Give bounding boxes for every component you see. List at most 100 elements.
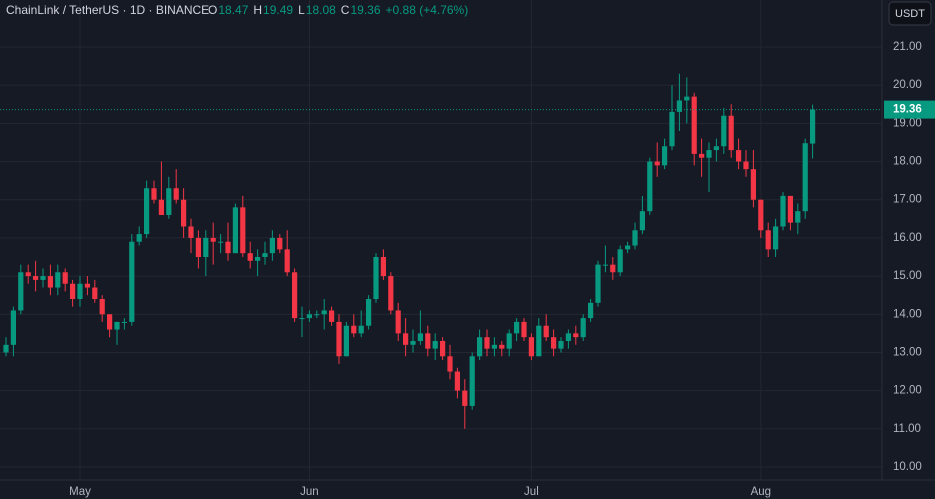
candle-body — [403, 333, 409, 345]
candle-body — [617, 249, 623, 273]
y-tick-label: 12.00 — [893, 385, 922, 397]
currency-button[interactable] — [888, 1, 932, 26]
candle-body — [795, 211, 801, 223]
candle-body — [662, 146, 668, 166]
candle-body — [773, 226, 779, 250]
candle-body — [691, 96, 697, 154]
ohlc-value: 18.47 — [218, 3, 248, 17]
candle-body — [639, 211, 645, 231]
y-tick-label: 16.00 — [893, 232, 922, 244]
candle-body — [565, 333, 571, 342]
ohlc-value: 19.36 — [350, 3, 380, 17]
candle-body — [181, 199, 187, 227]
candle-body — [77, 283, 83, 299]
ohlc-label: H — [253, 3, 262, 17]
candle-body — [321, 310, 327, 315]
candle-body — [210, 237, 216, 242]
candle-body — [40, 276, 46, 280]
candle-body — [151, 188, 157, 200]
candle-body — [787, 195, 793, 223]
currency-label[interactable]: USDT — [895, 8, 925, 20]
candle-body — [432, 341, 438, 349]
candle-body — [728, 115, 734, 151]
y-tick-label: 15.00 — [893, 270, 922, 282]
candle-body — [166, 188, 172, 215]
y-tick-label: 11.00 — [893, 423, 921, 435]
candle-body — [47, 276, 53, 288]
candle-body — [366, 298, 372, 326]
candle-body — [447, 356, 453, 372]
candle-body — [610, 264, 616, 273]
candle-body — [454, 371, 460, 391]
candle-body — [247, 253, 253, 261]
candle-body — [669, 111, 675, 147]
ohlc-value: 18.08 — [306, 3, 336, 17]
ohlc-value: 19.49 — [263, 3, 293, 17]
y-tick-label: 14.00 — [893, 308, 922, 320]
candle-body — [188, 226, 194, 238]
candle-body — [551, 337, 557, 349]
candle-body — [380, 256, 386, 277]
candle-body — [802, 143, 808, 212]
candle-body — [158, 199, 164, 215]
candle-body — [506, 333, 512, 349]
symbol: ChainLink / TetherUS · 1D · BINANCE — [6, 3, 209, 17]
x-tick-label: Jul — [524, 486, 539, 498]
candle-body — [395, 310, 401, 334]
x-tick-label: Jun — [300, 486, 319, 498]
candle-body — [343, 325, 349, 357]
candle-body — [292, 272, 298, 319]
last-price-tag — [884, 100, 935, 119]
candle-body — [684, 96, 690, 101]
candle-body — [240, 207, 246, 254]
candle-body — [810, 109, 816, 144]
ohlc-label: L — [298, 3, 305, 17]
candle-body — [528, 337, 534, 357]
candle-body — [99, 298, 105, 315]
candle-body — [173, 188, 179, 200]
y-tick-label: 21.00 — [893, 41, 922, 53]
candle-body — [632, 230, 638, 246]
y-tick-label: 18.00 — [893, 156, 922, 168]
candle-body — [373, 256, 379, 299]
candle-body — [351, 325, 357, 334]
candle-body — [18, 272, 24, 311]
x-tick-label: May — [69, 486, 91, 498]
candle-body — [358, 325, 364, 334]
candle-body — [491, 344, 497, 349]
candle-body — [218, 241, 224, 243]
candle-body — [388, 276, 394, 311]
candle-body — [477, 337, 483, 357]
candle-body — [277, 237, 283, 250]
y-tick-label: 20.00 — [893, 79, 922, 91]
candle-body — [654, 161, 660, 166]
candle-body — [536, 325, 542, 357]
candle-body — [136, 234, 142, 242]
candle-body — [713, 146, 719, 151]
candle-body — [573, 333, 579, 338]
candle-body — [114, 321, 120, 330]
candle-body — [262, 253, 268, 257]
ohlc-label: O — [208, 3, 217, 17]
candle-body — [780, 195, 786, 227]
candle-body — [647, 161, 653, 212]
candle-body — [595, 264, 601, 303]
candle-body — [225, 241, 231, 254]
candle-body — [129, 241, 135, 322]
candle-body — [588, 302, 594, 319]
candle-body — [33, 276, 39, 280]
candle-body — [543, 325, 549, 338]
candle-body — [269, 237, 275, 254]
candle-body — [84, 283, 90, 288]
candle-body — [484, 337, 490, 349]
candle-body — [417, 333, 423, 342]
candle-body — [514, 321, 520, 334]
candle-body — [736, 150, 742, 162]
candle-body — [469, 356, 475, 406]
candle-body — [499, 344, 505, 349]
candle-body — [55, 272, 61, 288]
candle-body — [203, 237, 209, 257]
candle-body — [721, 115, 727, 147]
y-tick-label: 19.00 — [893, 117, 922, 129]
